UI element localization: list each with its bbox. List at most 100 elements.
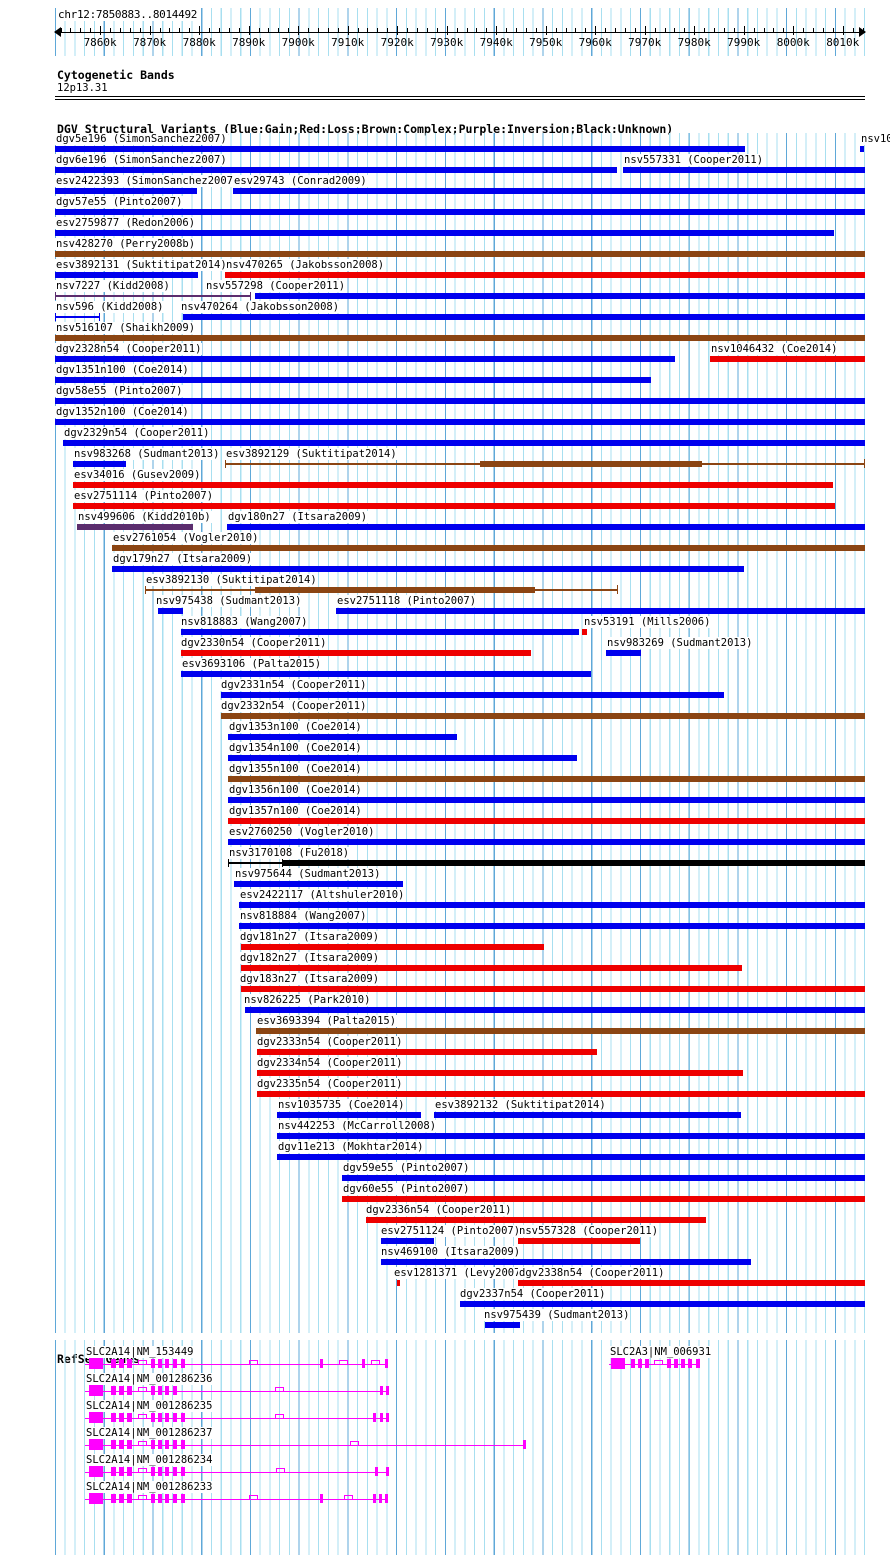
dgv-variant-row[interactable]: esv2422117 (Altshuler2010): [55, 889, 865, 910]
dgv-variant-row[interactable]: dgv1355n100 (Coe2014): [55, 763, 865, 784]
variant-bar[interactable]: [257, 1070, 743, 1076]
variant-label[interactable]: esv2422393 (SimonSanchez2007): [55, 175, 241, 187]
variant-label[interactable]: nsv557328 (Cooper2011): [518, 1225, 660, 1237]
gene-exon-block[interactable]: [681, 1359, 685, 1368]
gene-exon-block[interactable]: [165, 1440, 169, 1449]
variant-label[interactable]: esv3892132 (Suktitipat2014): [434, 1099, 607, 1111]
variant-bar[interactable]: [283, 860, 865, 866]
variant-label[interactable]: dgv2336n54 (Cooper2011): [365, 1204, 513, 1216]
variant-bar[interactable]: [55, 419, 865, 425]
gene-utr-block[interactable]: [89, 1466, 103, 1477]
variant-bar[interactable]: [233, 188, 865, 194]
variant-bar[interactable]: [221, 713, 865, 719]
gene-exon-block[interactable]: [386, 1386, 389, 1395]
variant-label[interactable]: esv3693106 (Palta2015): [181, 658, 323, 670]
variant-label[interactable]: esv2751124 (Pinto2007): [380, 1225, 522, 1237]
gene-exon-block[interactable]: [696, 1359, 700, 1368]
variant-bar[interactable]: [255, 293, 865, 299]
dgv-variant-row[interactable]: nsv818883 (Wang2007) nsv53191 (Mills2006): [55, 616, 865, 637]
variant-label[interactable]: dgv58e55 (Pinto2007): [55, 385, 184, 397]
dgv-variant-row[interactable]: esv2761054 (Vogler2010): [55, 532, 865, 553]
gene-exon-block[interactable]: [158, 1467, 162, 1476]
variant-bar[interactable]: [480, 461, 702, 467]
variant-bar[interactable]: [860, 146, 864, 152]
variant-label[interactable]: dgv2337n54 (Cooper2011): [459, 1288, 607, 1300]
variant-label[interactable]: nsv516107 (Shaikh2009): [55, 322, 197, 334]
dgv-variant-row[interactable]: esv2760250 (Vogler2010): [55, 826, 865, 847]
gene-exon-block[interactable]: [158, 1386, 162, 1395]
dgv-variant-row[interactable]: esv2759877 (Redon2006): [55, 217, 865, 238]
gene-exon-block[interactable]: [165, 1386, 169, 1395]
dgv-variant-row[interactable]: dgv2337n54 (Cooper2011): [55, 1288, 865, 1309]
gene-utr-block[interactable]: [89, 1493, 103, 1504]
gene-utr-block[interactable]: [89, 1412, 103, 1423]
gene-exon-block[interactable]: [674, 1359, 678, 1368]
variant-label[interactable]: nsv975439 (Sudmant2013): [483, 1309, 631, 1321]
gene-exon-block[interactable]: [111, 1440, 116, 1449]
variant-bar[interactable]: [257, 1091, 865, 1097]
variant-label[interactable]: esv2759877 (Redon2006): [55, 217, 197, 229]
variant-label[interactable]: nsv470265 (Jakobsson2008): [225, 259, 386, 271]
gene-exon-block[interactable]: [119, 1494, 124, 1503]
variant-bar[interactable]: [55, 230, 834, 236]
gene-exon-block[interactable]: [173, 1386, 177, 1395]
gene-exon-block[interactable]: [119, 1386, 124, 1395]
gene-utr-block[interactable]: [89, 1385, 103, 1396]
dgv-variant-row[interactable]: esv2751124 (Pinto2007) nsv557328 (Cooper2…: [55, 1225, 865, 1246]
gene-exon-block[interactable]: [173, 1359, 177, 1368]
variant-label[interactable]: esv3693394 (Palta2015): [256, 1015, 398, 1027]
gene-exon-block[interactable]: [165, 1467, 169, 1476]
gene-exon-block[interactable]: [111, 1359, 116, 1368]
variant-label[interactable]: dgv1351n100 (Coe2014): [55, 364, 190, 376]
variant-bar[interactable]: [234, 881, 403, 887]
variant-label[interactable]: dgv181n27 (Itsara2009): [239, 931, 381, 943]
gene-exon-block[interactable]: [165, 1413, 169, 1422]
variant-label[interactable]: esv2422117 (Altshuler2010): [239, 889, 406, 901]
variant-label[interactable]: dgv1354n100 (Coe2014): [228, 742, 363, 754]
dgv-variant-row[interactable]: nsv1035735 (Coe2014) esv3892132 (Suktitip…: [55, 1099, 865, 1120]
variant-label[interactable]: nsv983268 (Sudmant2013): [73, 448, 221, 460]
gene-utr-block[interactable]: [611, 1358, 625, 1369]
gene-exon-block[interactable]: [645, 1359, 649, 1368]
variant-bar[interactable]: [381, 1259, 751, 1265]
variant-bar[interactable]: [63, 440, 865, 446]
variant-bar[interactable]: [397, 1280, 400, 1286]
variant-bar[interactable]: [582, 629, 587, 635]
variant-label[interactable]: nsv596 (Kidd2008): [55, 301, 165, 313]
gene-transcript-label[interactable]: SLC2A3|NM_006931: [609, 1346, 713, 1358]
dgv-variant-row[interactable]: nsv7227 (Kidd2008) nsv557298 (Cooper2011): [55, 280, 865, 301]
gene-exon-block[interactable]: [119, 1440, 124, 1449]
variant-label[interactable]: nsv10: [860, 133, 890, 145]
dgv-variant-row[interactable]: nsv975644 (Sudmant2013): [55, 868, 865, 889]
dgv-variant-row[interactable]: dgv60e55 (Pinto2007): [55, 1183, 865, 1204]
dgv-variant-row[interactable]: nsv428270 (Perry2008b): [55, 238, 865, 259]
dgv-variant-row[interactable]: esv1281371 (Levy2007) dgv2338n54 (Cooper2…: [55, 1267, 865, 1288]
variant-bar[interactable]: [228, 755, 577, 761]
variant-label[interactable]: dgv2329n54 (Cooper2011): [63, 427, 211, 439]
variant-bar[interactable]: [55, 209, 865, 215]
variant-bar[interactable]: [256, 1028, 865, 1034]
variant-bar[interactable]: [181, 650, 531, 656]
variant-bar[interactable]: [55, 335, 865, 341]
variant-label[interactable]: dgv2334n54 (Cooper2011): [256, 1057, 404, 1069]
variant-bar[interactable]: [606, 650, 641, 656]
dgv-variant-row[interactable]: dgv58e55 (Pinto2007): [55, 385, 865, 406]
gene-exon-block[interactable]: [127, 1386, 132, 1395]
gene-exon-block[interactable]: [151, 1386, 155, 1395]
variant-label[interactable]: esv1281371 (Levy2007): [393, 1267, 528, 1279]
variant-label[interactable]: nsv975438 (Sudmant2013): [155, 595, 303, 607]
variant-label[interactable]: nsv499606 (Kidd2010b): [77, 511, 212, 523]
variant-bar[interactable]: [228, 818, 865, 824]
gene-exon-block[interactable]: [173, 1467, 177, 1476]
variant-bar[interactable]: [55, 167, 617, 173]
variant-bar[interactable]: [55, 316, 100, 318]
gene-exon-block[interactable]: [181, 1440, 185, 1449]
variant-bar[interactable]: [485, 1322, 520, 1328]
dgv-variant-row[interactable]: esv34016 (Gusev2009): [55, 469, 865, 490]
dgv-variant-row[interactable]: nsv975439 (Sudmant2013): [55, 1309, 865, 1330]
variant-label[interactable]: nsv470264 (Jakobsson2008): [180, 301, 341, 313]
gene-exon-block[interactable]: [380, 1413, 383, 1422]
dgv-variant-row[interactable]: nsv983268 (Sudmant2013) esv3892129 (Sukti…: [55, 448, 865, 469]
dgv-variant-row[interactable]: dgv11e213 (Mokhtar2014): [55, 1141, 865, 1162]
variant-label[interactable]: nsv557298 (Cooper2011): [205, 280, 347, 292]
